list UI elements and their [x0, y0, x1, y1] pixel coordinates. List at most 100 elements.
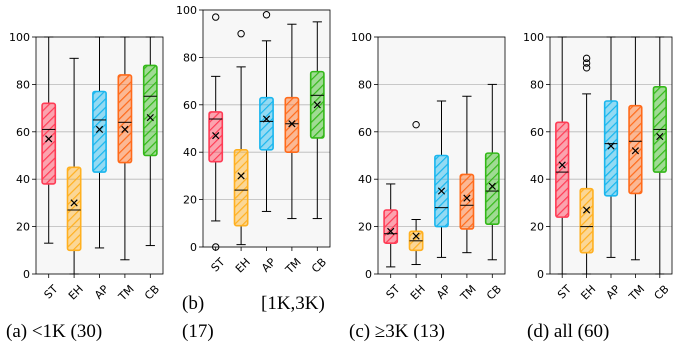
x-tick-label: CB [142, 283, 162, 303]
box-iqr [628, 104, 643, 195]
y-tick-label: 100 [523, 31, 544, 44]
box-iqr [233, 149, 249, 227]
y-tick-label: 80 [358, 78, 372, 91]
x-tick-label: TM [457, 283, 478, 304]
caption-b-extra: (17) [182, 321, 214, 342]
box-ap [603, 36, 619, 258]
caption-a-label: (a) [6, 321, 28, 342]
panel-c: 0 20 40 60 80 100 ST EH AP TM CB [351, 31, 506, 304]
x-tick-label: EH [408, 283, 428, 303]
caption-b-label: (b) [182, 293, 205, 314]
box-st [383, 183, 399, 268]
box-iqr [383, 209, 399, 244]
y-tick-label: 100 [176, 4, 197, 17]
mean-marker [387, 227, 395, 235]
mean-marker [212, 131, 220, 140]
caption-c-label: (c) [349, 321, 371, 342]
mean-marker [237, 172, 245, 180]
mean-marker [631, 147, 640, 155]
mean-marker [45, 135, 53, 143]
box-iqr [208, 111, 224, 163]
outlier-point [237, 30, 245, 38]
mean-marker [656, 132, 664, 141]
mean-marker [313, 101, 321, 109]
x-tick-label: AP [434, 282, 453, 301]
y-tick-label: 0 [190, 241, 197, 254]
box-iqr [117, 74, 133, 164]
box-iqr [484, 152, 500, 226]
axes-frame [202, 9, 331, 248]
caption-a: (a) <1K (30) [6, 322, 102, 341]
outlier-point [582, 54, 591, 63]
mean-marker [288, 120, 296, 128]
box-iqr [66, 166, 82, 252]
box-iqr [142, 64, 158, 157]
x-tick-label: ST [555, 282, 574, 301]
mean-marker [463, 194, 471, 202]
box-tm [628, 36, 643, 261]
y-tick-label: 20 [358, 221, 372, 234]
y-tick-label: 40 [358, 173, 372, 186]
x-tick-label: TM [115, 283, 136, 304]
mean-marker [582, 206, 591, 214]
x-tick-label: ST [384, 282, 403, 301]
y-tick-label: 60 [16, 126, 30, 139]
caption-d-text: all (60) [553, 321, 610, 342]
box-tm [284, 23, 300, 220]
outlier-point [582, 59, 591, 67]
y-tick-label: 20 [530, 221, 544, 234]
y-tick-label: 80 [530, 78, 544, 91]
mean-marker [262, 115, 271, 123]
box-iqr [579, 187, 594, 254]
y-tick-label: 100 [351, 31, 372, 44]
caption-b-text: [1K,3K) [261, 293, 325, 314]
box-iqr [284, 96, 300, 154]
box-ap [92, 36, 107, 249]
box-cb [142, 36, 158, 247]
y-tick-label: 0 [365, 268, 372, 281]
caption-b-count: (17) [182, 322, 214, 341]
mean-marker [146, 113, 154, 122]
box-iqr [459, 173, 475, 230]
y-tick-label: 60 [183, 99, 197, 112]
y-tick-label: 60 [358, 126, 372, 139]
y-tick-label: 20 [16, 221, 30, 234]
box-eh [579, 54, 594, 275]
box-st [208, 13, 224, 251]
box-eh [66, 57, 82, 275]
box-st [41, 36, 57, 244]
y-tick-label: 80 [183, 51, 197, 64]
y-tick-label: 40 [530, 173, 544, 186]
y-tick-label: 20 [183, 194, 197, 207]
y-tick-label: 0 [537, 268, 544, 281]
mean-marker [607, 142, 615, 150]
x-tick-label: CB [484, 283, 504, 303]
caption-a-text: <1K (30) [31, 321, 103, 342]
y-tick-label: 80 [16, 78, 30, 91]
axes-frame [549, 36, 673, 275]
box-cb [484, 83, 500, 261]
panel-d: 0 20 40 60 80 100 ST EH AP TM CB [523, 31, 673, 304]
panel-a: 0 20 40 60 80 100 ST EH AP TM CB [9, 31, 164, 304]
y-tick-label: 40 [183, 146, 197, 159]
x-tick-label: EH [66, 283, 86, 303]
caption-d: (d) all (60) [527, 322, 609, 341]
x-tick-label: CB [309, 256, 329, 276]
caption-b: (b) [182, 294, 204, 313]
outlier-point [212, 13, 220, 21]
box-eh [408, 120, 424, 266]
x-tick-label: AP [92, 282, 111, 301]
y-tick-label: 40 [16, 173, 30, 186]
x-tick-label: TM [282, 256, 303, 277]
outlier-point [262, 11, 271, 19]
y-tick-label: 60 [530, 126, 544, 139]
outlier-point [582, 64, 591, 72]
box-ap [434, 100, 449, 258]
mean-marker [488, 182, 496, 190]
x-tick-label: AP [259, 255, 278, 274]
caption-c-text: ≥3K (13) [374, 321, 445, 342]
outlier-point [412, 120, 420, 129]
box-tm [459, 95, 475, 254]
caption-d-label: (d) [527, 321, 550, 342]
caption-c: (c) ≥3K (13) [349, 322, 445, 341]
